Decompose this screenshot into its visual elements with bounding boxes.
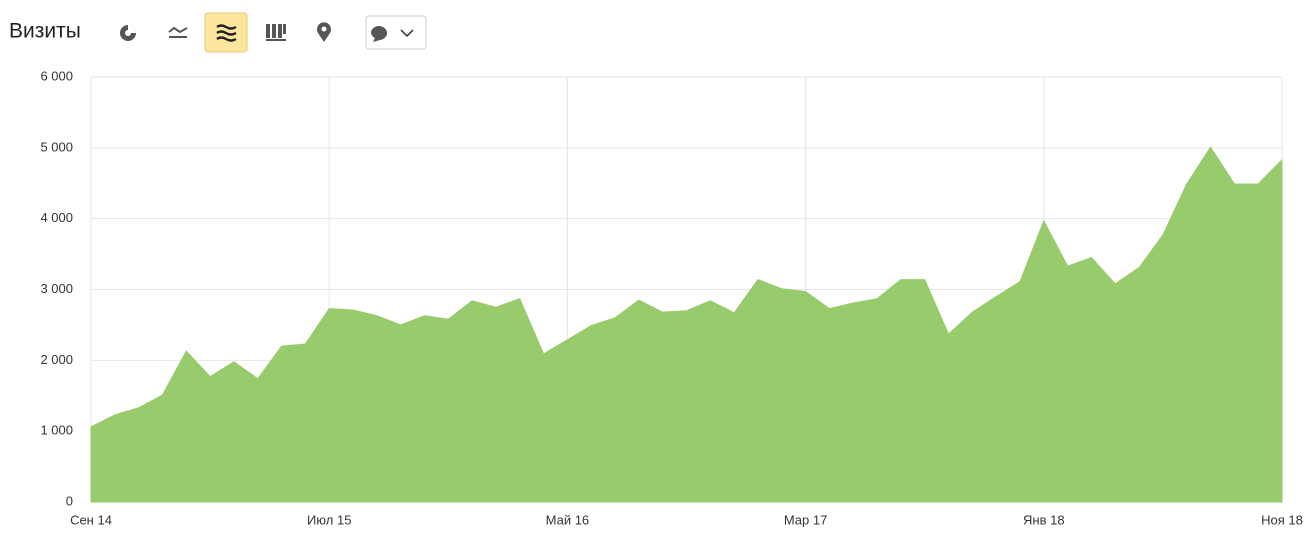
x-tick-label: Сен 14	[70, 512, 112, 527]
area	[90, 146, 1283, 503]
x-tick-label: Янв 18	[1023, 512, 1065, 527]
chart-title: Визиты	[9, 20, 81, 43]
x-tick-label: Май 16	[546, 512, 590, 527]
y-tick-label: 4 000	[40, 210, 73, 225]
toolbar	[120, 12, 427, 53]
chevron	[400, 29, 414, 38]
y-tick-label: 5 000	[40, 139, 73, 154]
x-tick-label: Июл 15	[307, 512, 351, 527]
x-tick-label: Ноя 18	[1261, 512, 1303, 527]
y-tick-label: 0	[66, 493, 73, 508]
pie-icon[interactable]	[120, 25, 136, 41]
y-tick-label: 6 000	[40, 68, 73, 83]
comment-icon	[371, 26, 387, 42]
annotation-dropdown[interactable]	[365, 15, 427, 50]
x-tick-label: Мар 17	[784, 512, 828, 527]
map-icon[interactable]	[317, 22, 332, 42]
y-tick-label: 1 000	[40, 423, 73, 438]
line-icon[interactable]	[168, 26, 188, 38]
y-tick-label: 2 000	[40, 352, 73, 367]
y-tick-label: 3 000	[40, 281, 73, 296]
area-icon	[216, 24, 237, 42]
bar-icon[interactable]	[266, 24, 286, 41]
